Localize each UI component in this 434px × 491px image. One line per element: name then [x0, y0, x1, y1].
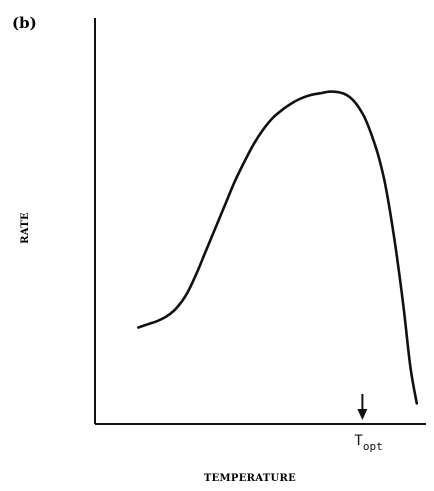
x-axis-title: TEMPERATURE [204, 473, 296, 484]
topt-label: Topt [354, 433, 382, 453]
rate-curve-line [137, 90, 419, 405]
panel-label: (b) [12, 14, 37, 32]
topt-arrow-head [357, 409, 368, 420]
series-layer [137, 90, 419, 405]
topt-label-subscript: opt [363, 440, 383, 453]
annotation-layer: Topt [354, 394, 383, 453]
topt-label-main: T [354, 433, 363, 449]
y-axis-title: RATE [20, 212, 31, 244]
